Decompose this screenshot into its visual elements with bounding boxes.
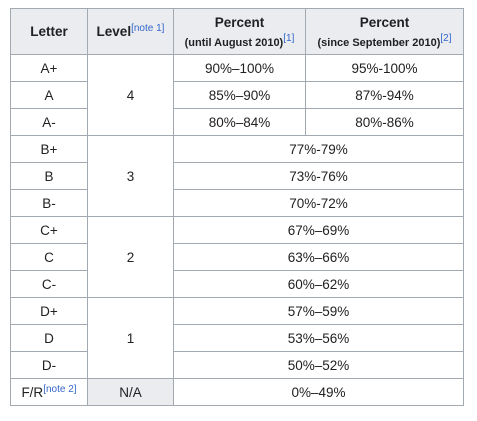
percent-until-cell: 80%–84% [173, 108, 306, 136]
letter-cell: A+ [10, 54, 88, 82]
since-ref-link[interactable]: [2] [440, 32, 452, 44]
letter-cell: A [10, 81, 88, 109]
table-row: D- 50%–52% [10, 351, 464, 379]
percent-since-subtitle: (since September 2010) [317, 36, 441, 49]
letter-header: Letter [10, 8, 88, 55]
level-cell: N/A [87, 378, 174, 406]
percent-until-cell: 85%–90% [173, 81, 306, 109]
percent-range-cell: 53%–56% [173, 324, 464, 352]
percent-range-cell: 57%–59% [173, 297, 464, 325]
letter-cell: D+ [10, 297, 88, 325]
level-header-label: Level [96, 24, 132, 39]
letter-cell: A- [10, 108, 88, 136]
percent-until-header: Percent (until August 2010)[1] [173, 8, 306, 55]
percent-range-cell: 73%-76% [173, 162, 464, 190]
percent-range-cell: 67%–69% [173, 216, 464, 244]
level-cell: 3 [87, 135, 174, 217]
table-row: B+ 3 77%-79% [10, 135, 464, 217]
level-header: Level[note 1] [87, 8, 174, 55]
percent-range-cell: 50%–52% [173, 351, 464, 379]
table-row: D+ 1 57%–59% [10, 297, 464, 379]
letter-label: F/R [21, 384, 44, 400]
letter-cell: C [10, 243, 88, 271]
percent-range-cell: 63%–66% [173, 243, 464, 271]
letter-cell: B [10, 162, 88, 190]
table-row: A 85%–90% 87%-94% [10, 81, 464, 109]
table-row: C+ 2 67%–69% [10, 216, 464, 298]
letter-cell: B- [10, 189, 88, 217]
percent-range-cell: 0%–49% [173, 378, 464, 406]
percent-until-subtitle: (until August 2010) [184, 36, 284, 49]
table-row: A- 80%–84% 80%-86% [10, 108, 464, 136]
table-row: B- 70%-72% [10, 189, 464, 217]
percent-until-title: Percent [214, 14, 265, 30]
level-cell: 1 [87, 297, 174, 379]
percent-range-cell: 60%–62% [173, 270, 464, 298]
table-row: C- 60%–62% [10, 270, 464, 298]
letter-cell: D [10, 324, 88, 352]
letter-cell: C+ [10, 216, 88, 244]
table-row: A+ 4 90%–100% 95%-100% [10, 54, 464, 136]
level-cell: 2 [87, 216, 174, 298]
percent-since-header: Percent (since September 2010)[2] [305, 8, 464, 55]
percent-until-cell: 90%–100% [173, 54, 306, 82]
letter-cell: F/R[note 2] [10, 378, 88, 406]
table-row: F/R[note 2] N/A 0%–49% [10, 378, 464, 406]
table-row: C 63%–66% [10, 243, 464, 271]
letter-cell: D- [10, 351, 88, 379]
header-row: Letter Level[note 1] Percent (until Augu… [10, 8, 464, 55]
letter-cell: B+ [10, 135, 88, 163]
table-row: D 53%–56% [10, 324, 464, 352]
level-note-link[interactable]: [note 1] [131, 23, 165, 34]
letter-cell: C- [10, 270, 88, 298]
until-ref-link[interactable]: [1] [283, 32, 295, 44]
percent-since-cell: 80%-86% [305, 108, 464, 136]
percent-range-cell: 77%-79% [173, 135, 464, 163]
table-row: B 73%-76% [10, 162, 464, 190]
grading-table: Letter Level[note 1] Percent (until Augu… [10, 8, 464, 406]
percent-since-cell: 95%-100% [305, 54, 464, 82]
percent-since-title: Percent [359, 14, 410, 30]
level-cell: 4 [87, 54, 174, 136]
percent-range-cell: 70%-72% [173, 189, 464, 217]
percent-since-cell: 87%-94% [305, 81, 464, 109]
fr-note-link[interactable]: [note 2] [43, 383, 77, 395]
